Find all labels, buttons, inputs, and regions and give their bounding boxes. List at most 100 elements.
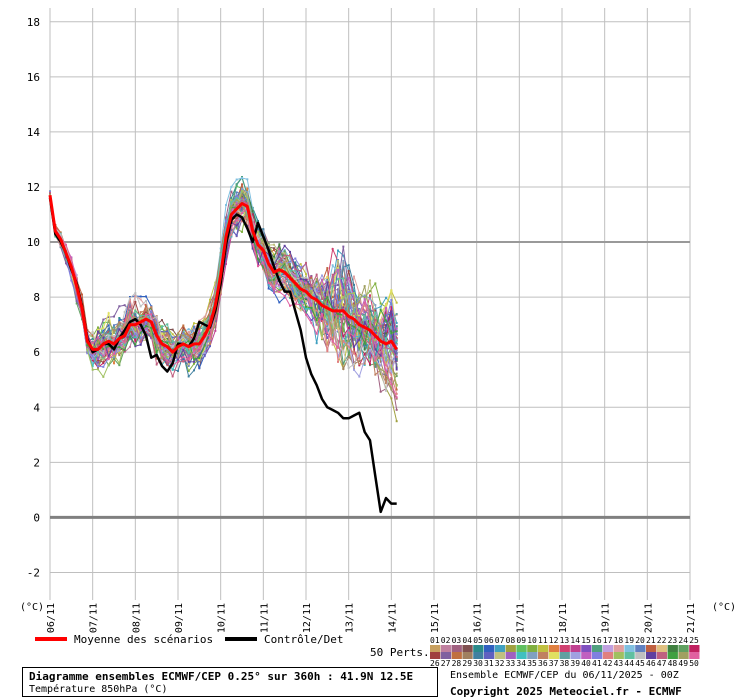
ensemble-member-point: [139, 331, 142, 334]
x-tick-label: 21/11: [686, 603, 697, 633]
ensemble-member-point: [358, 314, 361, 317]
ensemble-member-point: [177, 336, 179, 339]
ensemble-member-point: [235, 197, 238, 200]
ensemble-member-point: [134, 336, 137, 339]
ensemble-member-point: [374, 361, 377, 364]
ensemble-member-point: [390, 298, 393, 301]
ensemble-member-point: [267, 275, 270, 278]
ensemble-member-point: [310, 306, 313, 309]
ensemble-member-point: [326, 329, 329, 332]
ensemble-member-point: [257, 257, 259, 260]
ensemble-member-point: [150, 313, 153, 316]
member-label-top: 14: [570, 636, 580, 645]
member-swatch-bottom: [678, 652, 689, 659]
ensemble-member-point: [369, 345, 371, 348]
ensemble-member-point: [177, 334, 179, 337]
ensemble-member-point: [363, 348, 366, 351]
ensemble-member-point: [230, 228, 233, 231]
ensemble-member-point: [331, 273, 334, 276]
ensemble-member-point: [198, 337, 201, 340]
ensemble-member-point: [75, 302, 78, 305]
ensemble-member-point: [214, 322, 217, 325]
ensemble-member-point: [187, 334, 190, 337]
ensemble-member-point: [241, 187, 243, 190]
ensemble-member-point: [102, 361, 105, 364]
ensemble-member-point: [214, 288, 217, 291]
ensemble-member-point: [129, 297, 131, 300]
ensemble-member-point: [155, 346, 158, 349]
ensemble-member-point: [134, 292, 137, 295]
ensemble-member-point: [289, 253, 291, 256]
ensemble-member-point: [113, 328, 115, 331]
ensemble-member-point: [363, 353, 366, 356]
ensemble-member-point: [235, 178, 238, 181]
ensemble-member-point: [347, 318, 350, 321]
ensemble-member-point: [102, 365, 105, 368]
member-label-bottom: 42: [603, 659, 613, 668]
ensemble-member-point: [267, 271, 270, 274]
member-swatch-bottom: [548, 652, 560, 659]
ensemble-member-point: [385, 330, 387, 333]
ensemble-member-point: [209, 304, 211, 307]
ensemble-member-point: [358, 364, 361, 367]
ensemble-member-point: [315, 289, 318, 292]
ensemble-member-point: [129, 335, 131, 338]
ensemble-member-point: [198, 367, 201, 370]
ensemble-member-point: [102, 358, 105, 361]
ensemble-member-point: [134, 315, 137, 318]
ensemble-member-point: [289, 260, 291, 263]
ensemble-member-point: [102, 321, 105, 324]
ensemble-member-point: [118, 344, 121, 347]
ensemble-member-point: [385, 378, 387, 381]
ensemble-member-point: [347, 288, 350, 291]
ensemble-member-point: [59, 233, 62, 236]
ensemble-member-point: [337, 303, 339, 306]
ensemble-member-point: [182, 334, 185, 337]
ensemble-member-point: [374, 354, 377, 357]
ensemble-member-point: [374, 365, 377, 368]
member-label-top: 18: [614, 636, 624, 645]
ensemble-member-point: [97, 341, 99, 344]
ensemble-member-point: [385, 304, 387, 307]
ensemble-member-point: [283, 286, 286, 289]
member-label-top: 08: [506, 636, 516, 645]
ensemble-member-point: [342, 316, 345, 319]
ensemble-member-point: [166, 360, 169, 363]
member-label-top: 06: [484, 636, 494, 645]
ensemble-member-point: [337, 340, 339, 343]
member-swatch-top: [430, 645, 441, 652]
ensemble-member-point: [262, 266, 265, 269]
ensemble-member-point: [347, 310, 350, 313]
ensemble-member-point: [107, 324, 110, 327]
member-label-bottom: 31: [484, 659, 494, 668]
ensemble-member-point: [123, 351, 126, 354]
member-swatch-top: [570, 645, 581, 652]
ensemble-member-point: [235, 198, 238, 201]
ensemble-member-point: [177, 352, 179, 355]
ensemble-member-point: [353, 298, 355, 301]
member-swatch-bottom: [484, 652, 495, 659]
ensemble-member-point: [294, 261, 297, 264]
ensemble-member-point: [294, 284, 297, 287]
ensemble-member-point: [198, 354, 201, 357]
member-swatch-bottom: [667, 652, 678, 659]
x-tick-label: 11/11: [259, 603, 270, 633]
ensemble-member-point: [86, 352, 89, 355]
ensemble-member-point: [395, 342, 398, 345]
ensemble-member-point: [353, 314, 355, 317]
ensemble-member-point: [102, 318, 105, 321]
ensemble-member-point: [273, 257, 275, 260]
ensemble-member-point: [49, 194, 51, 197]
ensemble-member-point: [337, 313, 339, 316]
member-swatch-top: [505, 645, 516, 652]
ensemble-member-point: [107, 363, 110, 366]
ensemble-member-point: [390, 372, 393, 375]
ensemble-member-point: [395, 339, 398, 342]
ensemble-member-point: [358, 329, 361, 332]
ensemble-member-point: [134, 310, 137, 313]
ensemble-member-point: [283, 280, 286, 283]
ensemble-member-point: [358, 309, 361, 312]
ensemble-member-point: [166, 323, 169, 326]
ensemble-member-point: [161, 357, 163, 360]
ensemble-member-point: [294, 265, 297, 268]
